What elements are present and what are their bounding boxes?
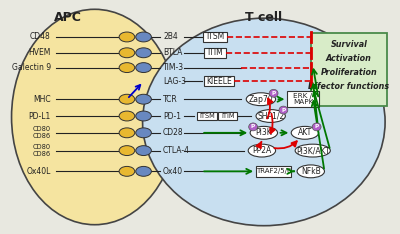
Text: Zap70: Zap70: [248, 95, 273, 104]
Text: MHC: MHC: [33, 95, 51, 104]
Ellipse shape: [269, 89, 278, 97]
Text: TIM-3: TIM-3: [163, 63, 184, 72]
FancyBboxPatch shape: [197, 112, 217, 121]
Text: CD28: CD28: [163, 128, 184, 137]
Text: BTLA: BTLA: [163, 48, 182, 57]
Text: TCR: TCR: [163, 95, 178, 104]
Text: CD48: CD48: [30, 33, 51, 41]
Ellipse shape: [119, 111, 135, 121]
Text: APC: APC: [54, 11, 82, 24]
Ellipse shape: [119, 32, 135, 42]
Text: PI3K/AKT: PI3K/AKT: [296, 146, 330, 155]
Ellipse shape: [119, 48, 135, 58]
Text: T cell: T cell: [245, 11, 282, 24]
Ellipse shape: [136, 94, 151, 104]
FancyBboxPatch shape: [203, 32, 227, 42]
Ellipse shape: [136, 111, 151, 121]
Text: ITIM: ITIM: [207, 48, 223, 57]
Text: ITIM: ITIM: [221, 113, 234, 119]
Text: Effector functions: Effector functions: [308, 82, 390, 91]
Ellipse shape: [136, 63, 151, 73]
Text: LAG-3: LAG-3: [163, 77, 186, 86]
FancyBboxPatch shape: [204, 48, 226, 58]
Ellipse shape: [136, 48, 151, 58]
Text: Survival: Survival: [330, 40, 367, 49]
Text: PD-1: PD-1: [163, 112, 181, 121]
Text: P: P: [281, 108, 286, 113]
Ellipse shape: [136, 166, 151, 176]
Ellipse shape: [291, 126, 319, 139]
Text: ITSM: ITSM: [199, 113, 215, 119]
Text: CTLA-4: CTLA-4: [163, 146, 190, 155]
Ellipse shape: [136, 32, 151, 42]
Text: PI3K: PI3K: [256, 128, 272, 137]
Text: P: P: [272, 91, 276, 96]
Ellipse shape: [249, 123, 258, 131]
Ellipse shape: [119, 146, 135, 156]
Text: PP2A: PP2A: [252, 146, 272, 155]
Ellipse shape: [256, 110, 285, 122]
Text: PD-L1: PD-L1: [28, 112, 51, 121]
Ellipse shape: [136, 146, 151, 156]
Ellipse shape: [119, 94, 135, 104]
Text: Galectin 9: Galectin 9: [12, 63, 51, 72]
FancyBboxPatch shape: [218, 112, 238, 121]
Ellipse shape: [297, 165, 324, 178]
Text: Ox40L: Ox40L: [26, 167, 51, 176]
Text: KIEELE: KIEELE: [206, 77, 232, 86]
Ellipse shape: [295, 144, 330, 157]
Ellipse shape: [142, 18, 385, 226]
Text: Activation: Activation: [326, 54, 372, 63]
FancyBboxPatch shape: [204, 77, 234, 86]
Ellipse shape: [279, 106, 288, 114]
Ellipse shape: [312, 123, 321, 131]
Text: 2B4: 2B4: [163, 33, 178, 41]
Ellipse shape: [250, 126, 278, 139]
Ellipse shape: [12, 9, 178, 225]
Ellipse shape: [246, 93, 276, 106]
Text: CD80
CD86: CD80 CD86: [32, 126, 51, 139]
FancyBboxPatch shape: [287, 91, 319, 107]
Ellipse shape: [119, 128, 135, 138]
Text: SHP1/2: SHP1/2: [257, 112, 284, 121]
Text: P: P: [314, 124, 319, 129]
Ellipse shape: [119, 166, 135, 176]
Ellipse shape: [136, 128, 151, 138]
Text: ITSM: ITSM: [206, 33, 224, 41]
Text: NFkB: NFkB: [301, 167, 321, 176]
Text: AKT: AKT: [298, 128, 312, 137]
FancyBboxPatch shape: [256, 166, 291, 177]
Text: ERK /
MAPK: ERK / MAPK: [293, 93, 313, 106]
Text: HVEM: HVEM: [28, 48, 51, 57]
Text: TRAF2/5/6: TRAF2/5/6: [256, 168, 291, 174]
FancyBboxPatch shape: [311, 33, 387, 106]
Ellipse shape: [248, 144, 276, 157]
Text: Ox40: Ox40: [163, 167, 183, 176]
Text: P: P: [251, 124, 255, 129]
Ellipse shape: [119, 63, 135, 73]
Text: CD80
CD86: CD80 CD86: [32, 144, 51, 157]
Text: Proliferation: Proliferation: [320, 68, 377, 77]
